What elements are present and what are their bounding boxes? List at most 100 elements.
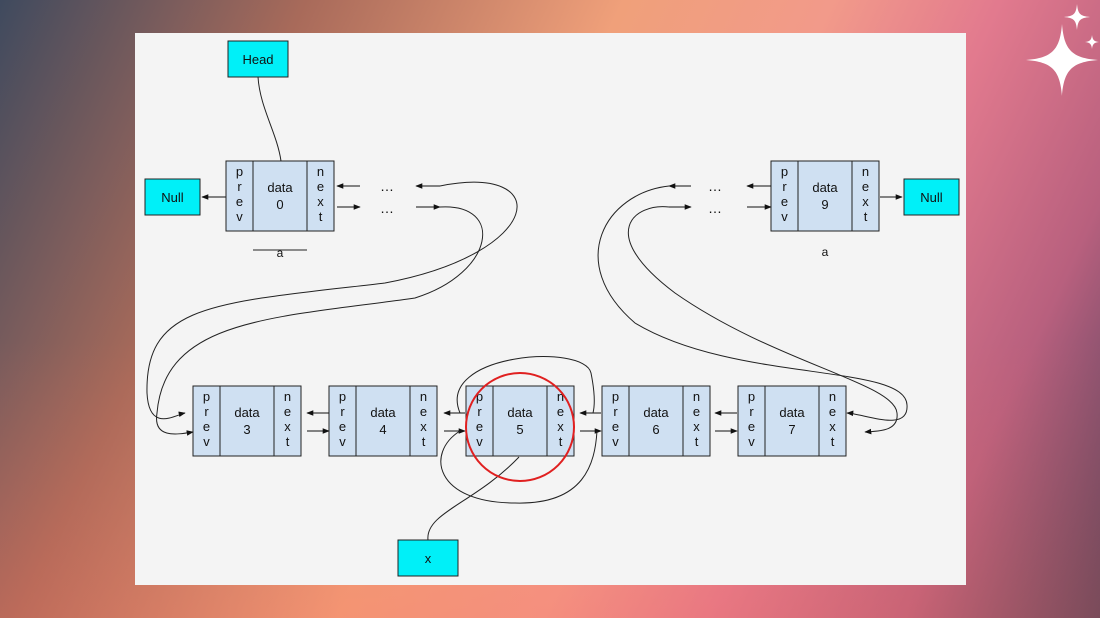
node-3-box <box>192 385 302 457</box>
node-5-data-label: data <box>507 405 533 420</box>
node-5-next-letter: t <box>559 434 563 449</box>
node-5-box <box>465 385 575 457</box>
node-0-data-label: data <box>267 180 293 195</box>
x-label-box: x <box>397 539 459 577</box>
node-7-next-letter: n <box>829 389 836 404</box>
node-5-prev-letter: p <box>476 389 483 404</box>
sparkle-tiny-icon <box>1085 35 1099 49</box>
node-9-prev-letter: v <box>781 209 788 224</box>
curve-top-left-prev-to-node3 <box>146 181 518 420</box>
node-9-data-label: data <box>812 180 838 195</box>
node-7-next-letter: t <box>831 434 835 449</box>
node-4-prev-letter: v <box>339 434 346 449</box>
node-5-next-letter: n <box>557 389 564 404</box>
node-5-index-label: 5 <box>516 422 523 437</box>
node-0-box <box>225 160 335 232</box>
node-6-prev-letter: r <box>613 404 618 419</box>
sparkle-small-icon <box>1064 4 1090 30</box>
node-9-box <box>770 160 880 232</box>
node-7-index-label: 7 <box>788 422 795 437</box>
node-5-prev-letter: r <box>477 404 482 419</box>
ellipsis-right-bottom: … <box>708 200 722 216</box>
curve-top-left-next-to-node3 <box>156 206 484 436</box>
node-4-prev-letter: r <box>340 404 345 419</box>
node-6-box <box>601 385 711 457</box>
sparkle-large-icon <box>1026 24 1098 96</box>
node-5-prev-letter: e <box>476 419 483 434</box>
x-label: x <box>425 551 432 566</box>
node-7-prev-letter: v <box>748 434 755 449</box>
head-pointer-line <box>257 76 282 162</box>
node-7-prev-letter: p <box>748 389 755 404</box>
node-0-index-label: 0 <box>276 197 283 212</box>
node-9-prev-letter: r <box>782 179 787 194</box>
curve-top-right-prev-from-node7 <box>597 185 908 421</box>
node-9-next-letter: e <box>862 179 869 194</box>
node-7-next-letter: e <box>829 404 836 419</box>
node-3-prev-letter: p <box>203 389 210 404</box>
null-right-label: Null <box>920 190 943 205</box>
node-0-next-letter: t <box>319 209 323 224</box>
node-7-prev-letter: r <box>749 404 754 419</box>
null-left-box: Null <box>144 178 201 216</box>
node-9-next-letter: n <box>862 164 869 179</box>
head-label-box: Head <box>227 40 289 78</box>
null-right-box: Null <box>903 178 960 216</box>
ellipsis-left-top: … <box>380 178 394 194</box>
ellipsis-right-top: … <box>708 178 722 194</box>
node-3-next-letter: n <box>284 389 291 404</box>
node-3-next-letter: e <box>284 404 291 419</box>
node-4-next-letter: t <box>422 434 426 449</box>
node-3-next-letter: x <box>284 419 291 434</box>
diagram-canvas: Head Null Null x p r e v n e x t data 0 p r e v n e x t da… <box>135 33 966 585</box>
node-9-next-letter: x <box>862 194 869 209</box>
node-6-next-letter: e <box>693 404 700 419</box>
node-9-next-letter: t <box>864 209 868 224</box>
node-6-next-letter: t <box>695 434 699 449</box>
head-label: Head <box>242 52 273 67</box>
node-7-data-label: data <box>779 405 805 420</box>
null-left-label: Null <box>161 190 184 205</box>
node-6-data-label: data <box>643 405 669 420</box>
node-3-index-label: 3 <box>243 422 250 437</box>
node-6-prev-letter: e <box>612 419 619 434</box>
node-3-next-letter: t <box>286 434 290 449</box>
node-4-next-letter: x <box>420 419 427 434</box>
caption-a-right: a <box>822 245 829 259</box>
node-6-next-letter: n <box>693 389 700 404</box>
x-pointer-line <box>427 456 520 541</box>
node-5-prev-letter: v <box>476 434 483 449</box>
node-4-data-label: data <box>370 405 396 420</box>
node-5-next-letter: x <box>557 419 564 434</box>
node5-highlight-circle <box>465 372 575 482</box>
node-4-box <box>328 385 438 457</box>
node-7-next-letter: x <box>829 419 836 434</box>
node-3-data-label: data <box>234 405 260 420</box>
node-5-next-letter: e <box>557 404 564 419</box>
node-0-next-letter: e <box>317 179 324 194</box>
curve-bypass-node5-top <box>456 356 595 414</box>
node-6-prev-letter: v <box>612 434 619 449</box>
node-9-prev-letter: p <box>781 164 788 179</box>
node-3-prev-letter: v <box>203 434 210 449</box>
node-7-prev-letter: e <box>748 419 755 434</box>
node-6-prev-letter: p <box>612 389 619 404</box>
node-4-index-label: 4 <box>379 422 386 437</box>
node-4-prev-letter: p <box>339 389 346 404</box>
node-9-index-label: 9 <box>821 197 828 212</box>
node-3-prev-letter: e <box>203 419 210 434</box>
ellipsis-left-bottom: … <box>380 200 394 216</box>
node-0-prev-letter: e <box>236 194 243 209</box>
curve-bypass-node5-bottom <box>440 430 598 504</box>
node-0-next-letter: x <box>317 194 324 209</box>
node-4-prev-letter: e <box>339 419 346 434</box>
node-0-prev-letter: p <box>236 164 243 179</box>
curve-top-right-next-from-node7 <box>627 206 898 435</box>
